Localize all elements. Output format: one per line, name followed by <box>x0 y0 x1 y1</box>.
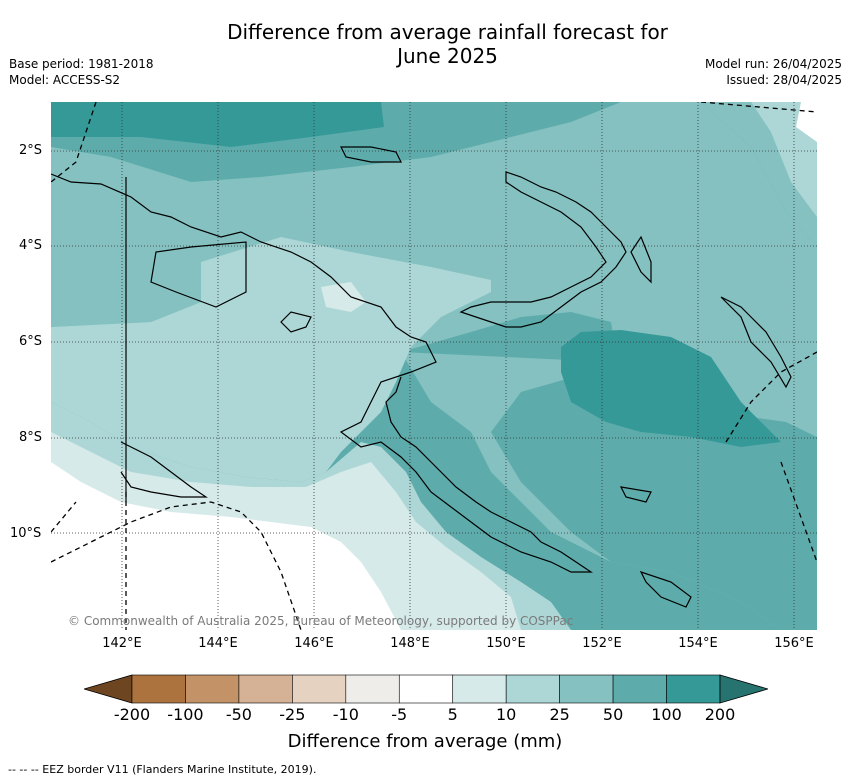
colorbar-tick-label: -25 <box>279 705 306 724</box>
base-period: Base period: 1981-2018 <box>9 57 154 71</box>
contour-100-200-solomon <box>561 330 781 447</box>
lat-label-2s: 2°S <box>19 143 43 158</box>
colorbar-tick-label: -5 <box>391 705 408 724</box>
colorbar-tick-label: 10 <box>495 705 517 724</box>
contour-50-100-south <box>401 312 817 630</box>
colorbar-swatch <box>452 674 507 704</box>
contour-white-torres <box>51 462 401 630</box>
lon-label-148e: 148°E <box>390 636 430 651</box>
title-line-1: Difference from average rainfall forecas… <box>227 20 668 44</box>
contour-10-25-ne <box>751 102 817 217</box>
colorbar-tick-label: -50 <box>225 705 252 724</box>
colorbar-extend-high <box>719 674 770 704</box>
colorbar-swatch <box>131 674 186 704</box>
lat-label-6s: 6°S <box>19 334 43 349</box>
colorbar-tick-label: 25 <box>549 705 570 724</box>
map-canvas <box>51 102 817 630</box>
colorbar-tick-label: 50 <box>602 705 624 724</box>
colorbar-tick-label: -10 <box>332 705 359 724</box>
lon-label-154e: 154°E <box>678 636 718 651</box>
colorbar <box>82 674 770 704</box>
contour-5-10-patch <box>321 282 366 312</box>
lat-label-10s: 10°S <box>10 526 42 541</box>
contour-10-25-mainland <box>51 237 491 482</box>
lon-label-144e: 144°E <box>198 636 238 651</box>
colorbar-swatch <box>398 674 454 704</box>
lon-label-150e: 150°E <box>486 636 526 651</box>
colorbar-extend-low <box>82 674 133 704</box>
colorbar-swatch <box>292 674 347 704</box>
colorbar-swatch <box>185 674 240 704</box>
lon-label-156e: 156°E <box>774 636 814 651</box>
title-line-2: June 2025 <box>397 44 498 68</box>
issued-date: Issued: 28/04/2025 <box>726 73 842 87</box>
colorbar-tick-label: -100 <box>167 705 204 724</box>
colorbar-tick-label: 100 <box>651 705 682 724</box>
colorbar-svg <box>82 674 770 704</box>
eez-footnote: -- -- -- EEZ border V11 (Flanders Marine… <box>8 763 317 776</box>
colorbar-swatch <box>345 674 400 704</box>
lat-label-8s: 8°S <box>19 430 43 445</box>
colorbar-swatch <box>612 674 667 704</box>
meta-right: Model run: 26/04/2025 Issued: 28/04/2025 <box>705 56 842 88</box>
rainfall-map: © Commonwealth of Australia 2025, Bureau… <box>51 102 817 630</box>
colorbar-swatch <box>559 674 614 704</box>
colorbar-title: Difference from average (mm) <box>287 731 563 752</box>
colorbar-swatch <box>238 674 293 704</box>
lon-label-146e: 146°E <box>294 636 334 651</box>
eez-borders <box>51 102 817 630</box>
coastlines <box>51 146 792 608</box>
lat-label-4s: 4°S <box>19 238 43 253</box>
map-title: Difference from average rainfall forecas… <box>180 20 715 68</box>
graticule <box>51 102 817 630</box>
lon-label-142e: 142°E <box>102 636 142 651</box>
model-run: Model run: 26/04/2025 <box>704 57 842 71</box>
colorbar-swatch <box>666 674 721 704</box>
meta-left: Base period: 1981-2018 Model: ACCESS-S2 <box>9 56 154 88</box>
lon-label-152e: 152°E <box>582 636 622 651</box>
model-name: Model: ACCESS-S2 <box>9 73 121 87</box>
colorbar-tick-label: 5 <box>447 705 458 724</box>
contour-100-200-north <box>51 102 384 147</box>
copyright-note: © Commonwealth of Australia 2025, Bureau… <box>68 614 574 628</box>
colorbar-swatch <box>505 674 560 704</box>
colorbar-tick-label: -200 <box>113 705 151 724</box>
colorbar-tick-label: 200 <box>704 705 736 724</box>
